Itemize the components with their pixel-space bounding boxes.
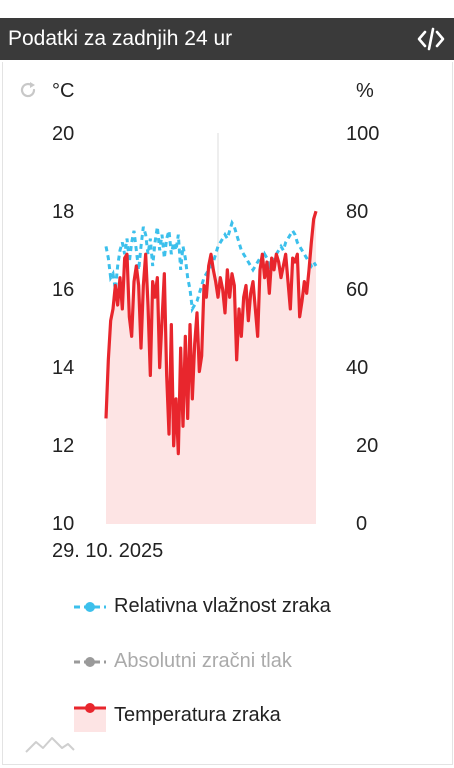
left-tick-label: 18: [52, 201, 75, 223]
legend-pressure-label: Absolutni zračni tlak: [114, 650, 292, 672]
widget-card: [2, 62, 453, 765]
right-tick-label: 40: [346, 357, 369, 379]
widget-header: Podatki za zadnjih 24 ur: [0, 18, 454, 60]
pressure-legend-icon: [74, 657, 106, 667]
right-tick-label: 80: [346, 201, 369, 223]
left-tick-label: 12: [52, 435, 75, 457]
legend-temperature-label: Temperatura zraka: [114, 704, 281, 726]
right-axis-unit: %: [356, 80, 374, 102]
humidity-line: [104, 219, 318, 314]
legend-humidity-label: Relativna vlažnost zraka: [114, 595, 331, 617]
temperature-area: [106, 211, 316, 524]
right-tick-label: 60: [346, 279, 369, 301]
weather-chart: [104, 133, 318, 524]
left-tick-label: 20: [52, 123, 75, 145]
date-label: 29. 10. 2025: [52, 540, 164, 562]
right-tick-label: 20: [356, 435, 379, 457]
temperature-legend-icon: [74, 703, 106, 732]
mountain-logo-icon: [24, 734, 76, 761]
left-tick-label: 16: [52, 279, 75, 301]
right-tick-label: 100: [346, 123, 380, 145]
right-tick-label: 0: [356, 513, 368, 535]
left-tick-label: 14: [52, 357, 75, 379]
left-axis-unit: °C: [52, 80, 75, 102]
left-tick-label: 10: [52, 513, 75, 535]
humidity-legend-icon: [74, 602, 106, 612]
code-icon[interactable]: [416, 24, 446, 54]
refresh-icon[interactable]: [18, 80, 38, 100]
temperature-line: [104, 210, 318, 456]
widget-title: Podatki za zadnjih 24 ur: [8, 27, 233, 50]
